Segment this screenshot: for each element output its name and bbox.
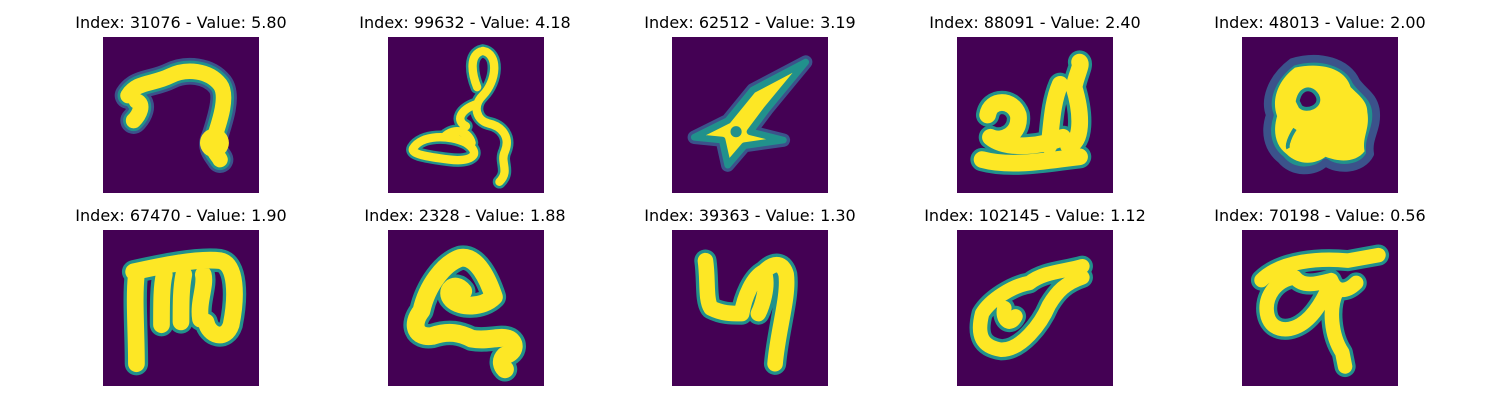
panel-title: Index: 88091 - Value: 2.40: [929, 13, 1141, 32]
panel-title: Index: 62512 - Value: 3.19: [644, 13, 856, 32]
glyph-image: [1242, 37, 1398, 193]
glyph-image: [103, 37, 259, 193]
glyph-image: [957, 230, 1113, 386]
panel-title: Index: 48013 - Value: 2.00: [1214, 13, 1426, 32]
glyph-image: [388, 37, 544, 193]
glyph-image: [1242, 230, 1398, 386]
glyph-image: [672, 230, 828, 386]
panel-title: Index: 31076 - Value: 5.80: [75, 13, 287, 32]
panel-title: Index: 102145 - Value: 1.12: [924, 206, 1146, 225]
glyph-image: [957, 37, 1113, 193]
panel-title: Index: 2328 - Value: 1.88: [364, 206, 566, 225]
glyph-image: [388, 230, 544, 386]
panel-title: Index: 70198 - Value: 0.56: [1214, 206, 1426, 225]
glyph-image: [103, 230, 259, 386]
glyph-image: [672, 37, 828, 193]
panel-title: Index: 67470 - Value: 1.90: [75, 206, 287, 225]
panel-title: Index: 99632 - Value: 4.18: [359, 13, 571, 32]
panel-title: Index: 39363 - Value: 1.30: [644, 206, 856, 225]
